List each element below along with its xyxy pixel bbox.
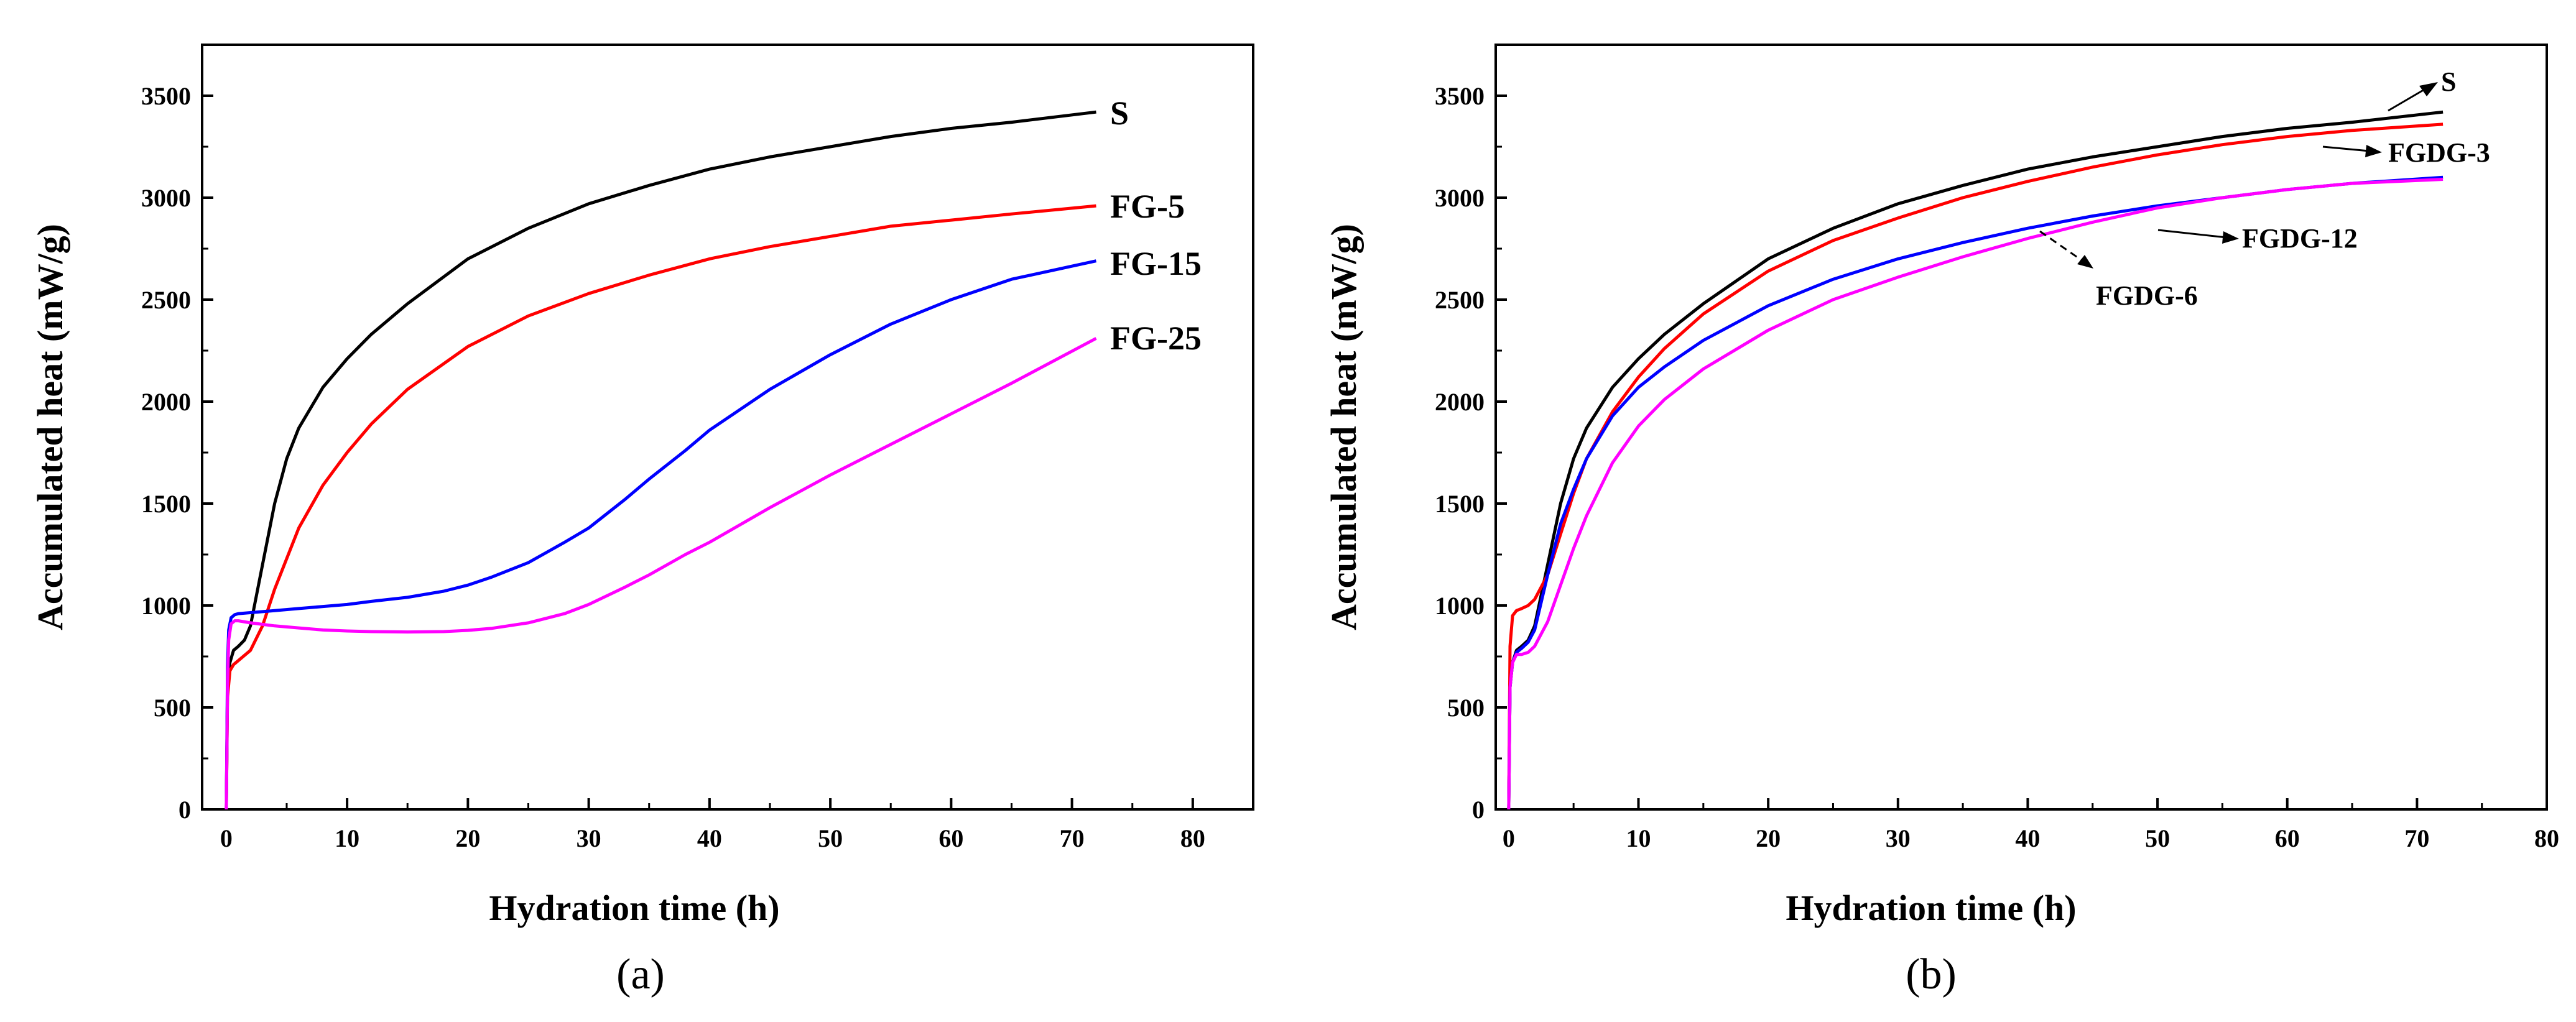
series-lines-a <box>225 110 1097 810</box>
y-ticks-a: 0 500 1000 1500 2000 2500 3000 3500 <box>141 82 213 824</box>
y-tick-label: 3500 <box>141 82 191 110</box>
x-tick-label: 20 <box>455 824 480 852</box>
series-lines-b <box>1507 110 2444 810</box>
y-tick-label: 1500 <box>1435 490 1485 518</box>
x-tick-label: 60 <box>2275 824 2300 852</box>
y-axis-label-a: Accumulated heat (mW/g) <box>30 224 70 630</box>
y-tick-label: 0 <box>1472 796 1485 824</box>
x-tick-label: 0 <box>1503 824 1515 852</box>
x-tick-label: 60 <box>938 824 963 852</box>
x-tick-label: 70 <box>1060 824 1085 852</box>
arrowhead-FGDG-12 <box>2222 231 2239 244</box>
panel-a: 0 500 1000 1500 2000 2500 3000 3500 0 10 20 30 40 50… <box>30 44 1254 998</box>
series-label-FG-5: FG-5 <box>1110 188 1185 225</box>
x-axis-label-a: Hydration time (h) <box>489 888 779 928</box>
x-tick-label: 20 <box>1756 824 1781 852</box>
series-line-FGDG-12 <box>1507 175 2444 810</box>
series-label-FGDG-6: FGDG-6 <box>2096 280 2198 311</box>
y-tick-label: 1000 <box>1435 592 1485 620</box>
series-label-FG-15: FG-15 <box>1110 245 1202 282</box>
x-tick-label: 40 <box>2015 824 2040 852</box>
arrowhead-S-b <box>2419 82 2438 96</box>
y-tick-label: 1500 <box>141 490 191 518</box>
arrow-S-b <box>2388 86 2429 112</box>
x-tick-label: 80 <box>1180 824 1205 852</box>
y-ticks-b: 0 500 1000 1500 2000 2500 3000 3500 <box>1435 82 1507 824</box>
arrow-FGDG-3 <box>2322 145 2370 152</box>
x-ticks-a: 0 10 20 30 40 50 60 70 80 <box>220 798 1205 852</box>
series-line-FGDG-3 <box>1507 122 2444 810</box>
series-line-S <box>1507 110 2444 810</box>
series-label-FG-25: FG-25 <box>1110 320 1202 357</box>
plot-frame-a <box>201 44 1254 811</box>
series-line-FG-5 <box>225 204 1096 810</box>
y-tick-label: 2500 <box>141 286 191 314</box>
x-tick-label: 30 <box>577 824 601 852</box>
arrow-FGDG-12 <box>2157 229 2227 239</box>
series-label-FGDG-12: FGDG-12 <box>2242 223 2358 254</box>
plot-frame-b <box>1494 44 2548 811</box>
y-axis-label-b: Accumulated heat (mW/g) <box>1323 224 1364 630</box>
panel-caption-a: (a) <box>616 951 665 998</box>
y-tick-label: 2000 <box>141 388 191 416</box>
series-label-FGDG-3: FGDG-3 <box>2388 137 2490 168</box>
x-tick-label: 50 <box>2145 824 2170 852</box>
x-axis-label-b: Hydration time (h) <box>1786 888 2076 928</box>
y-tick-label: 500 <box>154 694 191 722</box>
x-tick-label: 80 <box>2534 824 2559 852</box>
series-line-FGDG-6 <box>1507 178 2444 810</box>
arrow-FGDG-6 <box>2039 230 2085 264</box>
series-line-FG-15 <box>225 259 1097 810</box>
y-tick-label: 3000 <box>1435 184 1485 212</box>
panel-b: 0 500 1000 1500 2000 2500 3000 3500 0 10 20 30 40 50… <box>1323 44 2559 998</box>
arrowhead-FGDG-6 <box>2077 255 2093 269</box>
y-tick-label: 2000 <box>1435 388 1485 416</box>
y-tick-label: 2500 <box>1435 286 1485 314</box>
y-tick-label: 500 <box>1447 694 1485 722</box>
series-label-S-a: S <box>1110 94 1129 132</box>
x-tick-label: 30 <box>1886 824 1911 852</box>
y-tick-label: 3500 <box>1435 82 1485 110</box>
x-tick-label: 0 <box>220 824 233 852</box>
series-line-FG-25 <box>225 337 1097 810</box>
series-line-S <box>225 110 1096 810</box>
y-tick-label: 1000 <box>141 592 191 620</box>
panel-caption-b: (b) <box>1906 951 1957 998</box>
arrowhead-FGDG-3 <box>2365 145 2382 157</box>
x-ticks-b: 0 10 20 30 40 50 60 70 80 <box>1503 798 2559 852</box>
x-tick-label: 10 <box>1626 824 1651 852</box>
series-label-S-b: S <box>2441 67 2456 97</box>
y-tick-label: 3000 <box>141 184 191 212</box>
x-tick-label: 40 <box>697 824 722 852</box>
x-tick-label: 70 <box>2404 824 2429 852</box>
x-tick-label: 10 <box>335 824 359 852</box>
y-tick-label: 0 <box>178 796 191 824</box>
x-tick-label: 50 <box>818 824 843 852</box>
